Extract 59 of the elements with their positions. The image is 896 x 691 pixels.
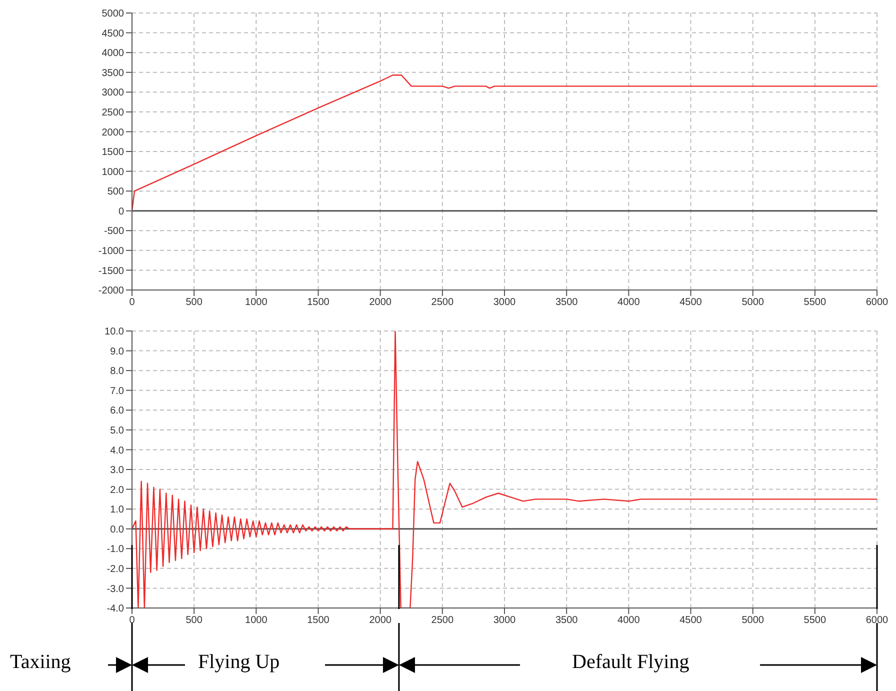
y-tick-label: -3.0 — [106, 584, 124, 595]
y-tick-label: -1500 — [98, 266, 124, 277]
y-tick-label: 3.0 — [110, 465, 124, 476]
y-tick-label: 6.0 — [110, 406, 124, 417]
x-tick-label: 2500 — [431, 297, 454, 308]
x-tick-label: 1000 — [245, 615, 268, 626]
x-tick-label: 3500 — [555, 615, 578, 626]
x-tick-label: 5500 — [804, 615, 826, 626]
x-tick-label: 3000 — [493, 615, 516, 626]
y-tick-label: 3500 — [102, 68, 124, 79]
x-tick-label: 4500 — [680, 297, 702, 308]
y-tick-label: 2500 — [102, 107, 124, 118]
x-tick-label: 5000 — [742, 615, 764, 626]
y-tick-label: 3000 — [102, 88, 124, 99]
y-tick-label: -2000 — [98, 286, 124, 297]
x-tick-label: 6000 — [866, 615, 889, 626]
y-tick-label: 5.0 — [110, 425, 124, 436]
x-tick-label: 0 — [129, 297, 136, 308]
y-tick-label: 9.0 — [110, 346, 124, 358]
x-tick-label: 1500 — [307, 297, 330, 308]
x-tick-label: 6000 — [866, 297, 889, 308]
text: Flying Up — [198, 651, 280, 674]
y-tick-label: 5000 — [102, 8, 124, 20]
y-tick-label: 1000 — [102, 166, 124, 178]
y-tick-label: 2000 — [102, 127, 124, 138]
x-tick-label: 2500 — [431, 615, 454, 626]
y-tick-label: -4.0 — [106, 604, 124, 615]
y-tick-label: 8.0 — [110, 366, 124, 378]
x-tick-label: 2000 — [369, 615, 392, 626]
y-tick-label: 0 — [118, 206, 124, 218]
y-tick-label: -1000 — [98, 246, 124, 257]
y-tick-label: -2.0 — [106, 564, 124, 575]
y-tick-label: 7.0 — [110, 386, 124, 397]
y-tick-label: 2.0 — [110, 484, 124, 496]
x-tick-label: 4000 — [618, 615, 640, 626]
x-tick-label: 3500 — [555, 297, 578, 308]
x-tick-label: 3000 — [493, 297, 516, 308]
x-tick-label: 500 — [186, 297, 203, 308]
x-tick-label: 4500 — [680, 615, 702, 626]
y-tick-label: 500 — [107, 186, 124, 198]
y-tick-label: 1500 — [102, 147, 124, 158]
x-tick-label: 5000 — [742, 297, 764, 308]
x-tick-label: 5500 — [804, 297, 826, 308]
x-tick-label: 2000 — [369, 297, 392, 308]
x-tick-label: 0 — [129, 615, 136, 626]
y-tick-label: 0.0 — [110, 524, 124, 536]
y-tick-label: -1.0 — [106, 544, 124, 556]
x-tick-label: 1000 — [245, 297, 268, 308]
y-tick-label: 10.0 — [104, 326, 124, 338]
x-tick-label: 500 — [186, 615, 203, 626]
y-tick-label: -500 — [104, 226, 124, 238]
x-tick-label: 4000 — [618, 297, 640, 308]
y-tick-label: 4.0 — [110, 445, 124, 456]
text: Taxiing — [10, 651, 71, 674]
y-tick-label: 1.0 — [110, 504, 124, 516]
y-tick-label: 4000 — [102, 48, 124, 60]
x-tick-label: 1500 — [307, 615, 330, 626]
y-tick-label: 4500 — [102, 28, 124, 40]
text: Default Flying — [572, 651, 690, 674]
